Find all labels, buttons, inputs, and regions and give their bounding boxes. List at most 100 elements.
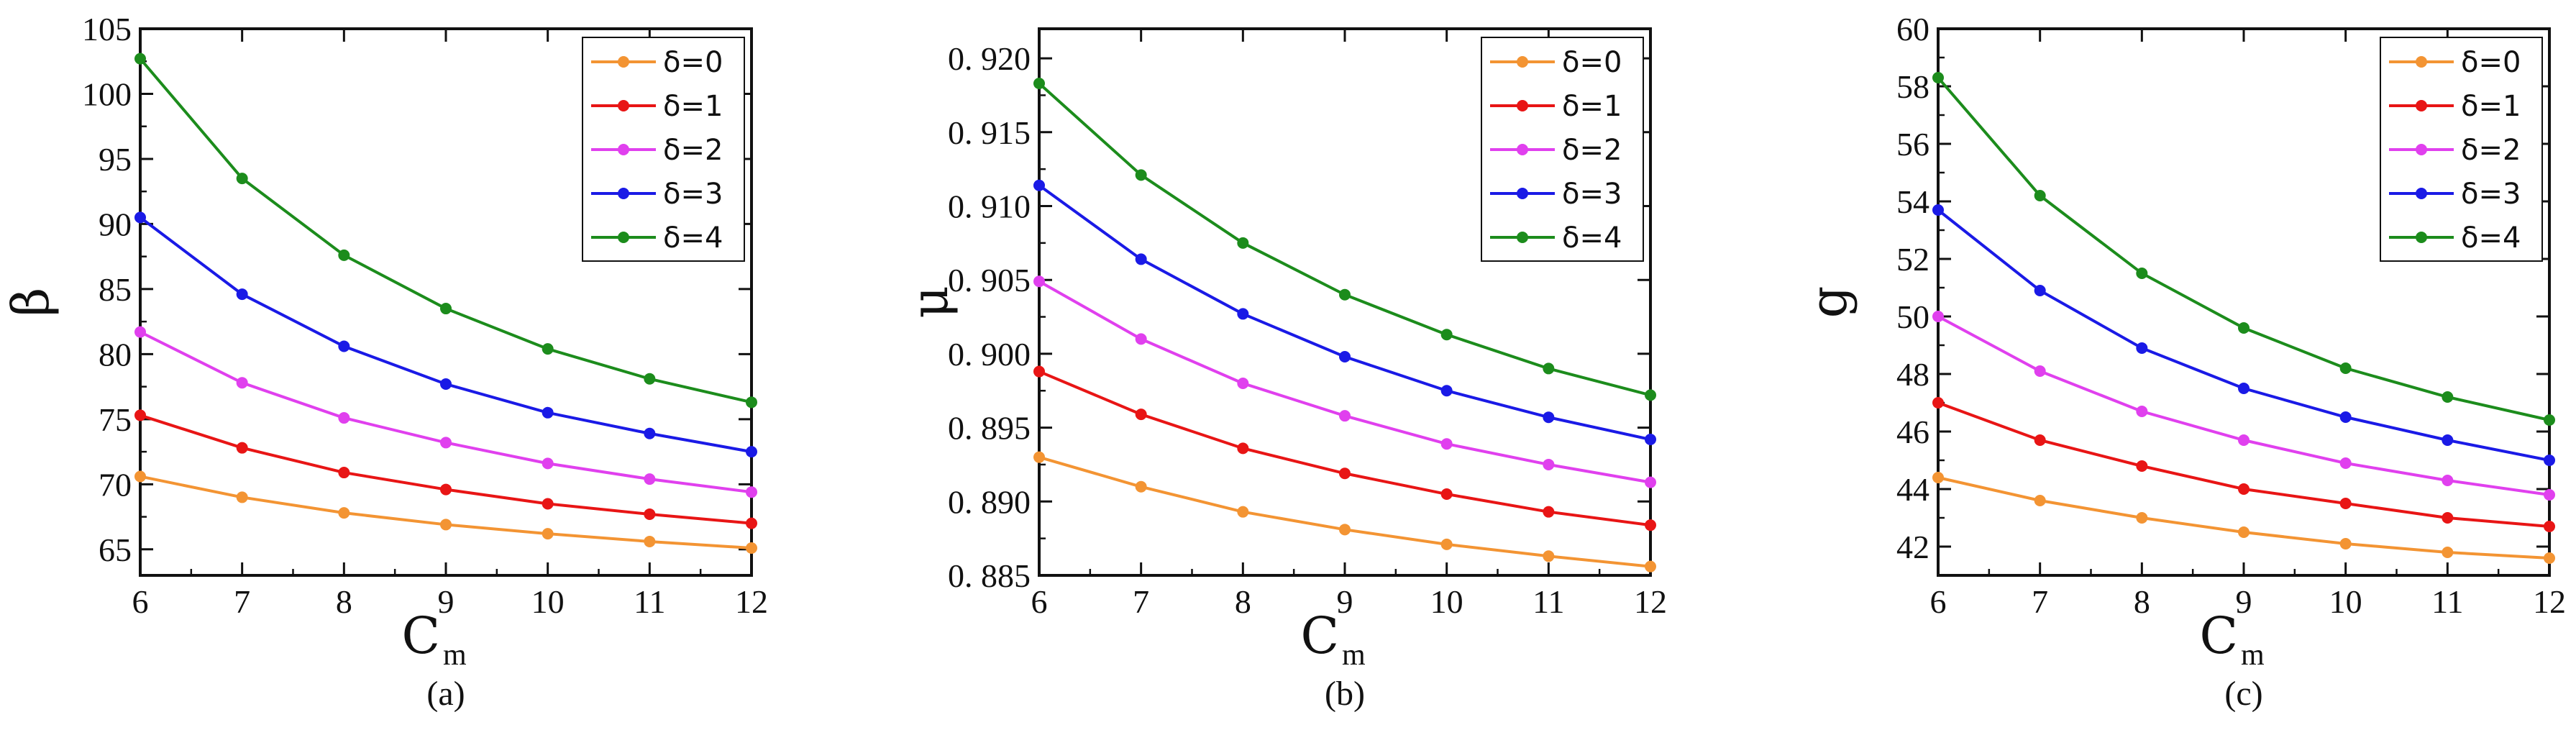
data-point-delta-4 <box>1135 169 1147 181</box>
data-point-delta-4 <box>2034 190 2046 201</box>
legend-marker <box>2416 188 2427 199</box>
data-point-delta-2 <box>2238 434 2250 446</box>
x-axis-label-subscript: m <box>1342 639 1366 672</box>
data-point-delta-3 <box>2034 285 2046 296</box>
data-point-delta-1 <box>236 442 248 454</box>
data-point-delta-2 <box>1339 410 1351 422</box>
y-axis-label: g <box>1799 286 1858 319</box>
data-point-delta-1 <box>746 517 757 529</box>
data-point-delta-2 <box>2339 457 2352 469</box>
legend-label: δ=2 <box>1562 134 1622 167</box>
data-point-delta-0 <box>1033 451 1045 463</box>
legend-marker <box>2416 100 2427 111</box>
y-tick-label: 58 <box>1896 68 1929 105</box>
legend-label: δ=3 <box>663 178 723 211</box>
data-point-delta-2 <box>2136 406 2148 417</box>
data-point-delta-4 <box>2136 268 2148 279</box>
data-point-delta-1 <box>1932 397 1944 409</box>
legend-label: δ=2 <box>2461 134 2521 167</box>
data-point-delta-0 <box>644 535 656 547</box>
data-point-delta-3 <box>1543 411 1555 424</box>
data-point-delta-0 <box>440 519 452 531</box>
data-point-delta-4 <box>1033 78 1045 89</box>
data-point-delta-2 <box>1033 275 1045 288</box>
y-tick-label: 0. 915 <box>948 114 1031 151</box>
legend-marker <box>2416 144 2427 155</box>
data-point-delta-1 <box>2136 460 2148 472</box>
x-tick-label: 8 <box>1235 583 1251 620</box>
data-point-delta-1 <box>338 467 350 479</box>
legend-marker <box>2416 56 2427 68</box>
data-point-delta-0 <box>1237 506 1249 518</box>
data-point-delta-0 <box>1339 524 1351 536</box>
data-point-delta-1 <box>2442 512 2454 524</box>
data-point-delta-2 <box>2034 365 2046 377</box>
data-point-delta-2 <box>440 437 452 449</box>
data-point-delta-3 <box>2544 455 2555 466</box>
data-point-delta-4 <box>1645 389 1656 401</box>
data-point-delta-0 <box>2136 512 2148 524</box>
data-point-delta-0 <box>2034 495 2046 506</box>
series-line-delta-2 <box>140 330 752 494</box>
data-point-delta-1 <box>644 508 656 520</box>
data-point-delta-2 <box>338 412 350 424</box>
data-point-delta-1 <box>1033 365 1045 378</box>
series-line-delta-1 <box>140 414 752 525</box>
data-point-delta-3 <box>746 446 757 458</box>
data-point-delta-4 <box>542 343 554 355</box>
x-tick-label: 9 <box>1337 583 1353 620</box>
data-point-delta-3 <box>1645 434 1656 446</box>
x-tick-label: 11 <box>1533 583 1564 620</box>
data-point-delta-2 <box>542 457 554 470</box>
y-tick-label: 60 <box>1896 11 1929 47</box>
y-tick-label: 0. 900 <box>948 336 1031 373</box>
data-point-delta-4 <box>746 396 757 409</box>
data-point-delta-3 <box>2238 383 2250 394</box>
y-tick-label: 105 <box>82 11 132 47</box>
data-point-delta-2 <box>1932 311 1944 322</box>
x-tick-label: 6 <box>132 583 149 620</box>
data-point-delta-0 <box>542 528 554 540</box>
data-point-delta-1 <box>1440 488 1453 501</box>
data-point-delta-1 <box>542 498 554 510</box>
legend-marker <box>1517 56 1528 68</box>
data-point-delta-0 <box>1543 550 1555 562</box>
x-tick-label: 12 <box>2533 583 2566 620</box>
data-point-delta-4 <box>338 249 350 261</box>
y-tick-label: 0. 885 <box>948 557 1031 594</box>
legend-label: δ=3 <box>1562 178 1622 211</box>
data-point-delta-0 <box>338 507 350 519</box>
data-point-delta-4 <box>440 303 452 315</box>
data-point-delta-0 <box>1135 480 1147 493</box>
data-point-delta-4 <box>1339 288 1351 301</box>
data-point-delta-4 <box>1440 329 1453 341</box>
x-tick-label: 10 <box>1430 583 1463 620</box>
legend-marker <box>618 144 629 155</box>
data-point-delta-3 <box>236 288 248 301</box>
data-point-delta-0 <box>1645 560 1656 572</box>
x-axis-label-subscript: m <box>443 639 467 672</box>
series-line-delta-2 <box>1038 280 1651 484</box>
y-tick-label: 100 <box>82 76 132 112</box>
data-point-delta-2 <box>1135 333 1147 345</box>
chart-panel-0: 6 7 8 9 10 11 12 65 70 75 80 85 90 95 100 105 δ=0 δ=1 δ=2 δ… <box>1 11 768 713</box>
data-point-delta-3 <box>1440 385 1453 397</box>
legend-marker <box>1517 144 1528 155</box>
y-tick-label: 0. 910 <box>948 188 1031 224</box>
y-tick-label: 90 <box>99 206 132 242</box>
x-tick-label: 8 <box>336 583 352 620</box>
data-point-delta-4 <box>1543 362 1555 375</box>
data-point-delta-3 <box>2442 434 2454 446</box>
data-point-delta-0 <box>2339 538 2352 549</box>
series-line-delta-1 <box>1038 370 1651 527</box>
panel-label: (a) <box>426 675 465 713</box>
data-point-delta-1 <box>2544 521 2555 532</box>
y-tick-label: 0. 905 <box>948 262 1031 298</box>
legend-label: δ=4 <box>663 222 723 255</box>
legend-label: δ=4 <box>1562 222 1622 255</box>
data-point-delta-2 <box>1543 458 1555 470</box>
legend-marker <box>1517 188 1528 199</box>
y-tick-label: 80 <box>99 336 132 373</box>
y-tick-label: 0. 920 <box>948 40 1031 77</box>
data-point-delta-1 <box>2034 434 2046 446</box>
